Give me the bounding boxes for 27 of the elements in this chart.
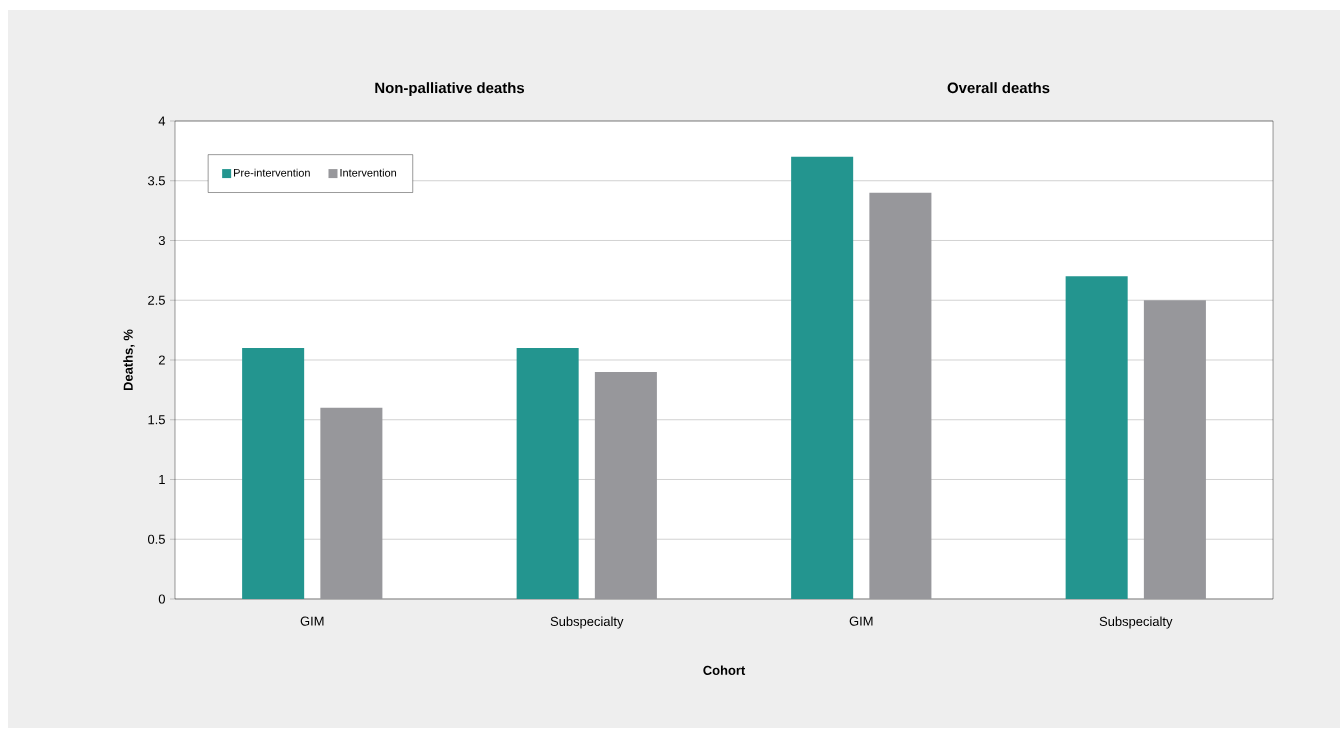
legend-label: Pre-intervention [234,168,310,177]
bar [869,192,932,599]
bar [516,348,579,599]
text: Overall deaths [947,82,1050,94]
text: Non-palliative deaths [375,82,525,97]
bar [1065,276,1128,599]
y-tick-label: 4 [158,116,166,126]
y-tick-label: 0.5 [147,534,165,544]
x-tick-label: Subspecialty [550,616,624,629]
y-tick-label: 2 [158,355,165,365]
x-axis-title: Cohort [703,665,746,675]
y-tick-label: 2.5 [148,295,165,305]
y-tick-label: 3.5 [147,176,165,186]
y-tick-label: 3 [158,235,165,246]
y-tick-label: 1.5 [148,415,165,425]
x-tick-label: GIM [300,616,324,626]
y-tick-label: 1 [159,475,165,484]
x-tick-label: GIM [849,616,873,626]
y-axis-title: Deaths, % [123,329,135,391]
legend-label: Intervention [340,168,397,177]
bar [1143,300,1206,599]
y-tick-label: 0 [158,594,165,604]
bar [242,348,305,599]
bar [594,371,657,599]
bar [320,407,383,599]
x-tick-label: Subspecialty [1099,616,1173,629]
bar [791,156,854,599]
